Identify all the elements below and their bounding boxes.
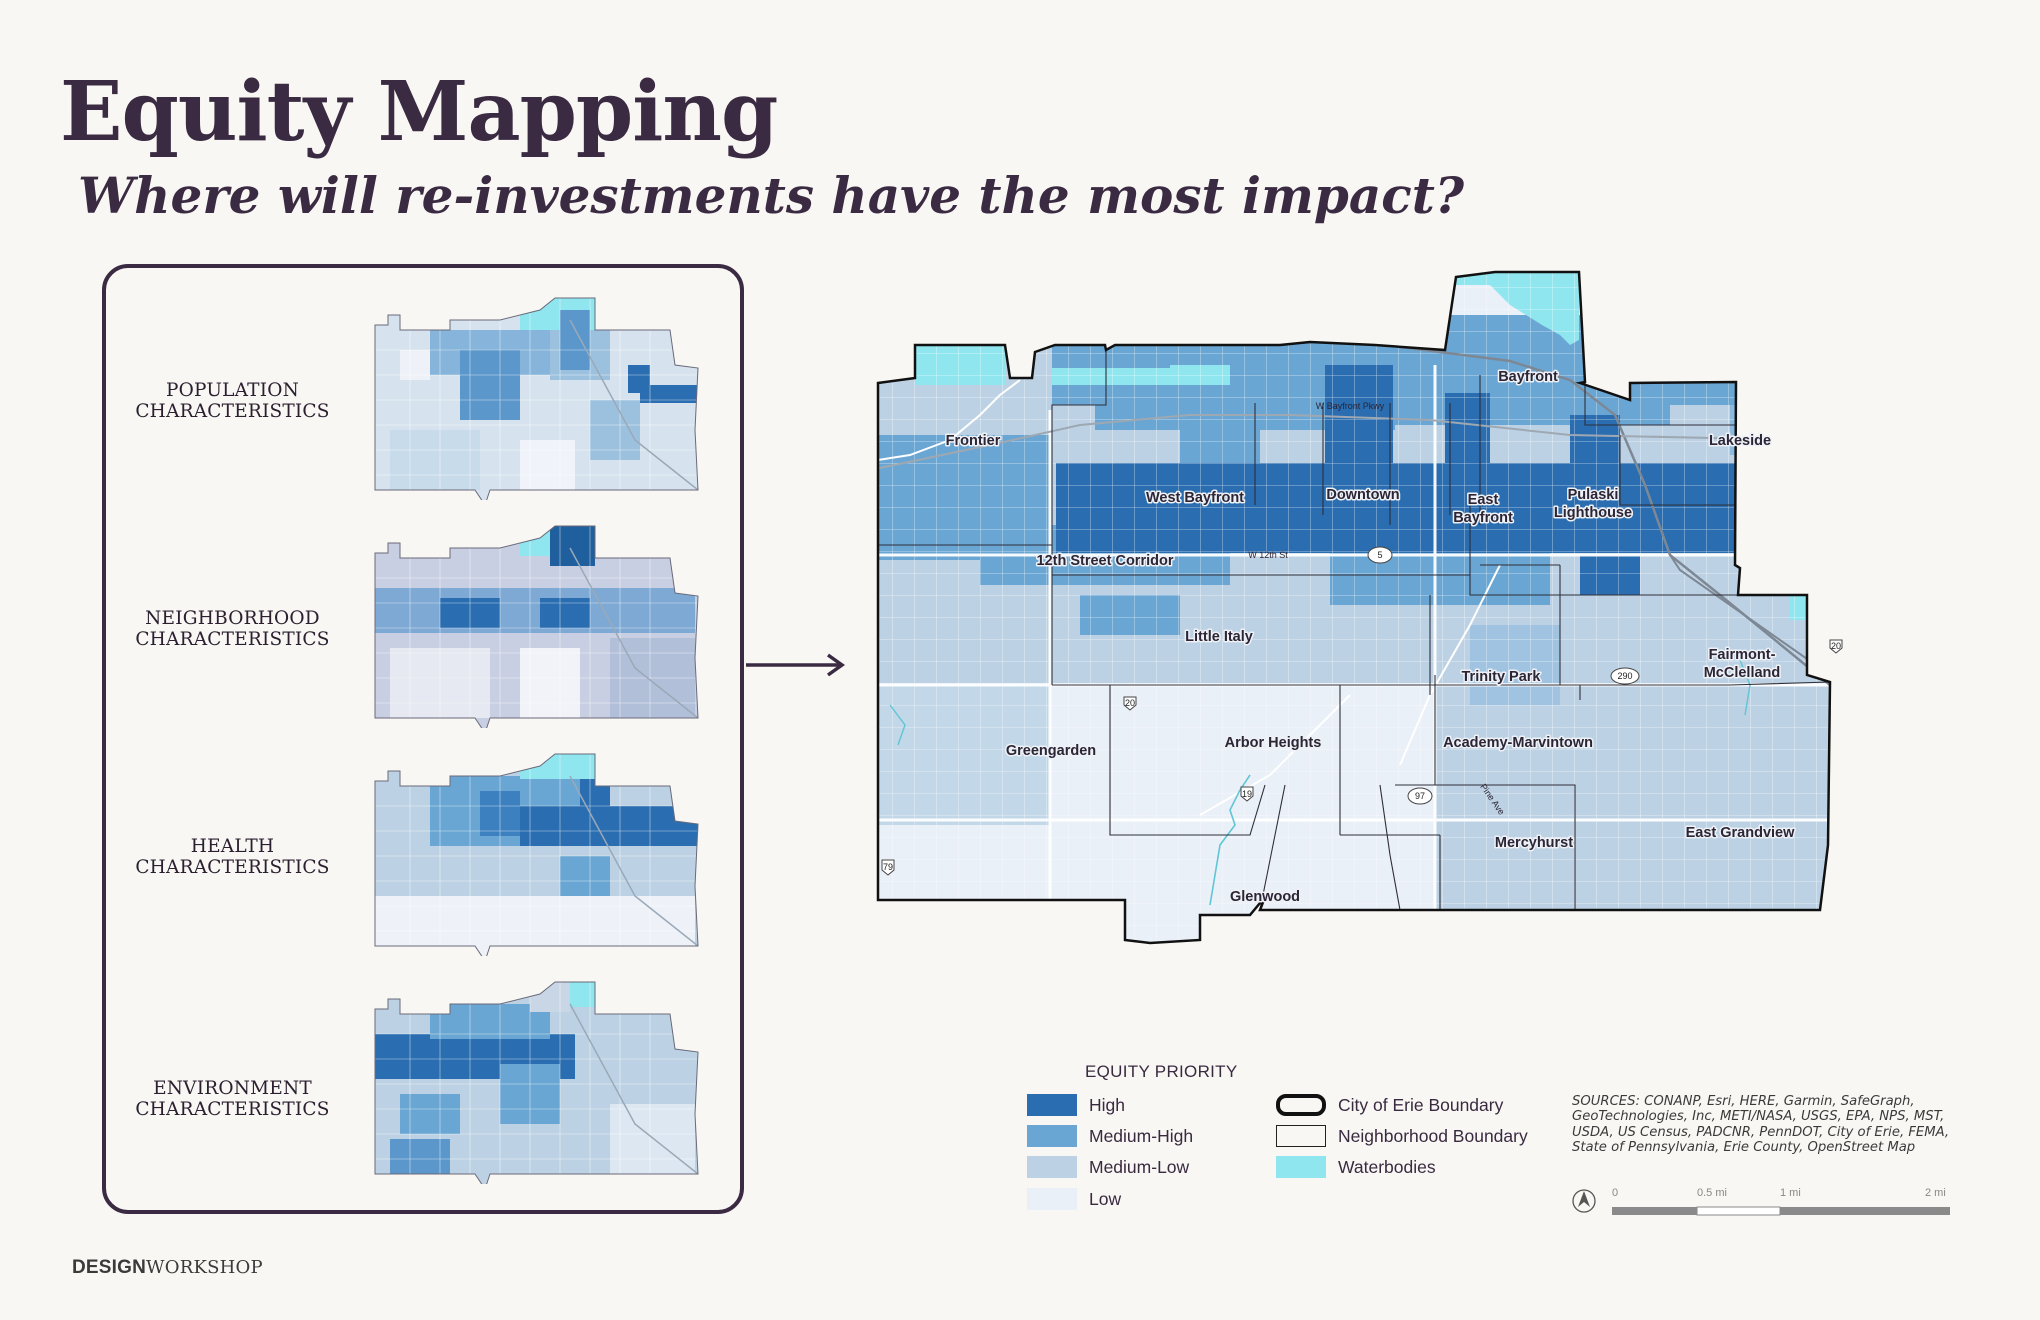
legend-item-waterbodies: Waterbodies: [1276, 1155, 1436, 1179]
legend-swatch-city-boundary: [1276, 1094, 1326, 1116]
legend-item-city-boundary: City of Erie Boundary: [1276, 1093, 1503, 1117]
sources-note: SOURCES: CONANP, Esri, HERE, Garmin, Saf…: [1572, 1094, 1950, 1156]
label-frontier: Frontier: [946, 433, 1001, 449]
legend-item-neighborhood-boundary: Neighborhood Boundary: [1276, 1124, 1528, 1148]
label-pulaski-lighthouse: Pulaski Lighthouse: [1554, 487, 1632, 521]
scale-tick-1-mile: 1 mi: [1780, 1187, 1801, 1199]
legend-swatch-medium-low: [1027, 1156, 1077, 1178]
health-thumbnail-map: [374, 753, 699, 956]
route-20-shield-east: 20: [1831, 641, 1841, 651]
label-greengarden: Greengarden: [1006, 743, 1096, 759]
label-w-bayfront-pkwy: W Bayfront Pkwy: [1316, 401, 1385, 411]
label-glenwood: Glenwood: [1230, 889, 1300, 905]
label-mercyhurst: Mercyhurst: [1495, 835, 1573, 851]
label-12th-street-corridor: 12th Street Corridor: [1037, 553, 1174, 569]
label-west-bayfront: West Bayfront: [1146, 490, 1244, 506]
legend-swatch-medium-high: [1027, 1125, 1077, 1147]
legend-swatch-waterbodies: [1276, 1156, 1326, 1178]
thumbnail-panel: [102, 264, 744, 1214]
scale-tick-2-miles: 2 mi: [1925, 1187, 1946, 1199]
equity-priority-map: 5 20 20 19 97 290 79 Bayfront Frontier L…: [876, 270, 1843, 945]
label-trinity-park: Trinity Park: [1462, 669, 1542, 685]
label-arbor-heights: Arbor Heights: [1225, 735, 1322, 751]
label-fairmont-mcclelland: Fairmont-McClelland: [1704, 647, 1781, 681]
arrow-to-main-map-icon: [746, 653, 846, 677]
thumb-label-neighborhood: NEIGHBORHOOD CHARACTERISTICS: [135, 608, 330, 650]
route-290-shield: 290: [1617, 671, 1632, 681]
north-arrow-icon: [1572, 1189, 1596, 1213]
legend-swatch-high: [1027, 1094, 1077, 1116]
legend-swatch-low: [1027, 1188, 1077, 1210]
label-w-12th-st: W 12th St: [1248, 550, 1288, 560]
environment-thumbnail-map: [374, 981, 699, 1184]
label-downtown: Downtown: [1326, 487, 1399, 503]
label-bayfront: Bayfront: [1498, 369, 1558, 385]
label-east-grandview: East Grandview: [1686, 825, 1796, 841]
label-east-bayfront: East Bayfront: [1453, 492, 1513, 526]
legend-item-low: Low: [1027, 1187, 1121, 1211]
population-thumbnail-map: [374, 297, 699, 500]
scale-tick-half-mile: 0.5 mi: [1697, 1187, 1727, 1199]
neighborhood-thumbnail-map: [374, 525, 699, 728]
label-academy-marvintown: Academy-Marvintown: [1443, 735, 1593, 751]
page-title: Equity Mapping: [60, 64, 778, 160]
route-79-shield: 79: [883, 862, 893, 872]
page-subtitle: Where will re-investments have the most …: [78, 166, 1465, 225]
thumb-label-environment: ENVIRONMENT CHARACTERISTICS: [135, 1078, 330, 1120]
scale-bar: 0 0.5 mi 1 mi 2 mi: [1572, 1187, 1950, 1216]
scale-tick-0: 0: [1612, 1187, 1618, 1199]
legend-item-high: High: [1027, 1093, 1125, 1117]
label-lakeside: Lakeside: [1709, 433, 1771, 449]
route-97-shield: 97: [1415, 791, 1425, 801]
route-5-shield: 5: [1377, 550, 1382, 560]
legend-item-medium-low: Medium-Low: [1027, 1155, 1189, 1179]
legend-item-medium-high: Medium-High: [1027, 1124, 1193, 1148]
designworkshop-logo: DESIGNWORKSHOP: [72, 1257, 263, 1278]
route-19-shield: 19: [1242, 789, 1252, 799]
route-20-shield-west: 20: [1125, 698, 1135, 708]
thumb-label-population: POPULATION CHARACTERISTICS: [135, 380, 330, 422]
thumb-label-health: HEALTH CHARACTERISTICS: [135, 836, 330, 878]
legend-title: EQUITY PRIORITY: [1085, 1062, 1238, 1081]
label-little-italy: Little Italy: [1185, 629, 1253, 645]
legend-swatch-neighborhood-boundary: [1276, 1125, 1326, 1147]
